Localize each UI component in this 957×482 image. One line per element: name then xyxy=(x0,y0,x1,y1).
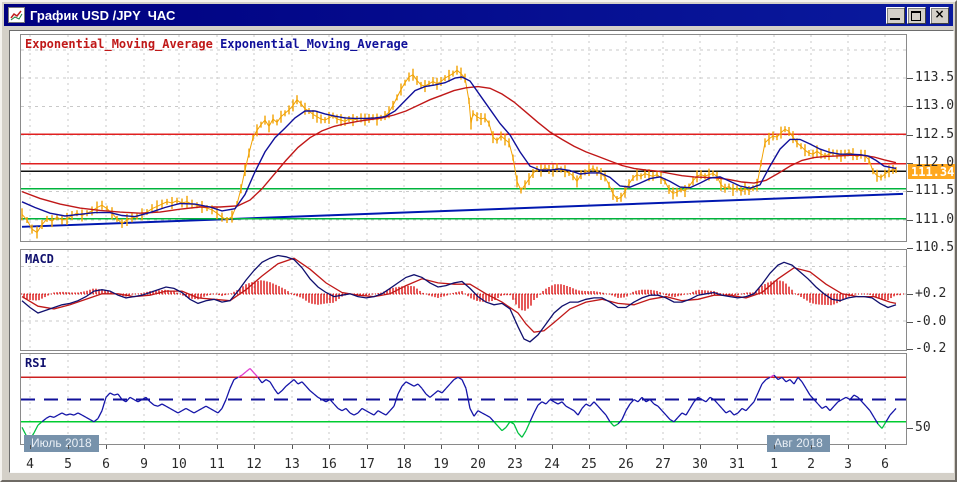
x-axis-tick xyxy=(106,445,107,449)
axis-tick xyxy=(907,191,913,193)
axis-tick xyxy=(907,106,913,108)
x-axis-tick xyxy=(626,445,627,449)
x-axis-tick xyxy=(737,445,738,449)
maximize-button[interactable] xyxy=(907,6,926,24)
close-button[interactable]: × xyxy=(930,6,949,24)
x-axis-tick xyxy=(700,445,701,449)
x-axis-day-label: 1 xyxy=(770,457,778,472)
x-axis-day-label: 25 xyxy=(581,457,597,472)
x-axis-day-label: 24 xyxy=(544,457,560,472)
x-axis-tick xyxy=(589,445,590,449)
x-axis-tick xyxy=(811,445,812,449)
x-axis-day-label: 6 xyxy=(102,457,110,472)
x-axis-tick xyxy=(292,445,293,449)
axis-tick xyxy=(907,349,913,351)
chart-surface: Exponential_Moving_Average Exponential_M… xyxy=(9,30,955,473)
x-axis-tick xyxy=(885,445,886,449)
macd-tick-label: -0.2 xyxy=(915,341,947,357)
price-tick-label: 111.50 xyxy=(915,183,955,199)
month-badge-aug: Авг 2018 xyxy=(767,435,830,452)
x-axis-tick xyxy=(663,445,664,449)
axis-tick xyxy=(907,294,913,296)
x-axis-day-label: 5 xyxy=(64,457,72,472)
x-axis-tick xyxy=(329,445,330,449)
x-axis-tick xyxy=(774,445,775,449)
x-axis-day-label: 26 xyxy=(618,457,634,472)
x-axis-day-label: 3 xyxy=(844,457,852,472)
current-price-badge: 111.34 xyxy=(908,164,955,180)
ema-blue-label: Exponential_Moving_Average xyxy=(220,37,408,51)
x-axis-day-label: 13 xyxy=(284,457,300,472)
axis-tick xyxy=(907,134,913,136)
x-axis-day-label: 6 xyxy=(881,457,889,472)
x-axis-tick xyxy=(179,445,180,449)
macd-panel[interactable] xyxy=(20,249,907,351)
price-tick-label: 111.00 xyxy=(915,211,955,227)
x-axis-day-label: 18 xyxy=(396,457,412,472)
axis-tick xyxy=(907,427,913,429)
macd-tick-label: -0.0 xyxy=(915,313,947,329)
x-axis-tick xyxy=(367,445,368,449)
x-axis-day-label: 12 xyxy=(246,457,262,472)
x-axis-tick xyxy=(478,445,479,449)
price-tick-label: 113.50 xyxy=(915,69,955,85)
x-axis-tick xyxy=(848,445,849,449)
month-badge-july: Июль 2018 xyxy=(24,435,99,452)
x-axis-tick xyxy=(68,445,69,449)
rsi-tick-label: 50 xyxy=(915,419,931,435)
minimize-button[interactable] xyxy=(886,6,905,24)
price-tick-label: 113.00 xyxy=(915,98,955,114)
x-axis-tick xyxy=(404,445,405,449)
x-axis-day-label: 16 xyxy=(321,457,337,472)
ema-legend: Exponential_Moving_Average Exponential_M… xyxy=(25,37,408,51)
axis-tick xyxy=(907,162,913,164)
axis-tick xyxy=(907,321,913,323)
x-axis-day-label: 2 xyxy=(807,457,815,472)
x-axis-day-label: 4 xyxy=(26,457,34,472)
x-axis-day-label: 19 xyxy=(433,457,449,472)
x-axis-tick xyxy=(217,445,218,449)
close-icon: × xyxy=(934,6,945,21)
x-axis-day-label: 30 xyxy=(692,457,708,472)
minimize-icon xyxy=(890,17,900,20)
price-chart-panel[interactable] xyxy=(20,34,907,242)
macd-tick-label: +0.2 xyxy=(915,286,947,302)
line-chart-icon xyxy=(8,7,25,23)
x-axis-day-label: 27 xyxy=(655,457,671,472)
price-tick-label: 112.50 xyxy=(915,126,955,142)
maximize-icon xyxy=(911,10,921,21)
x-axis-day-label: 17 xyxy=(359,457,375,472)
rsi-panel[interactable] xyxy=(20,353,907,445)
x-axis-tick xyxy=(254,445,255,449)
x-axis-tick xyxy=(515,445,516,449)
rsi-label: RSI xyxy=(25,356,47,370)
x-axis-tick xyxy=(552,445,553,449)
x-axis-tick xyxy=(30,445,31,449)
price-tick-label: 110.50 xyxy=(915,240,955,255)
price-tick-label: 112.00 xyxy=(915,154,955,170)
axis-tick xyxy=(907,248,913,249)
x-axis-tick xyxy=(144,445,145,449)
title-bar[interactable]: График USD /JPY ЧАС × xyxy=(4,4,953,26)
macd-label: MACD xyxy=(25,252,54,266)
x-axis-day-label: 9 xyxy=(140,457,148,472)
x-axis-tick xyxy=(441,445,442,449)
x-axis-day-label: 20 xyxy=(470,457,486,472)
x-axis-day-label: 23 xyxy=(507,457,523,472)
ema-red-label: Exponential_Moving_Average xyxy=(25,37,213,51)
x-axis-day-label: 10 xyxy=(171,457,187,472)
axis-tick xyxy=(907,77,913,79)
x-axis-day-label: 11 xyxy=(209,457,225,472)
axis-tick xyxy=(907,219,913,221)
x-axis-day-label: 31 xyxy=(729,457,745,472)
window-title: График USD /JPY ЧАС xyxy=(30,7,176,23)
